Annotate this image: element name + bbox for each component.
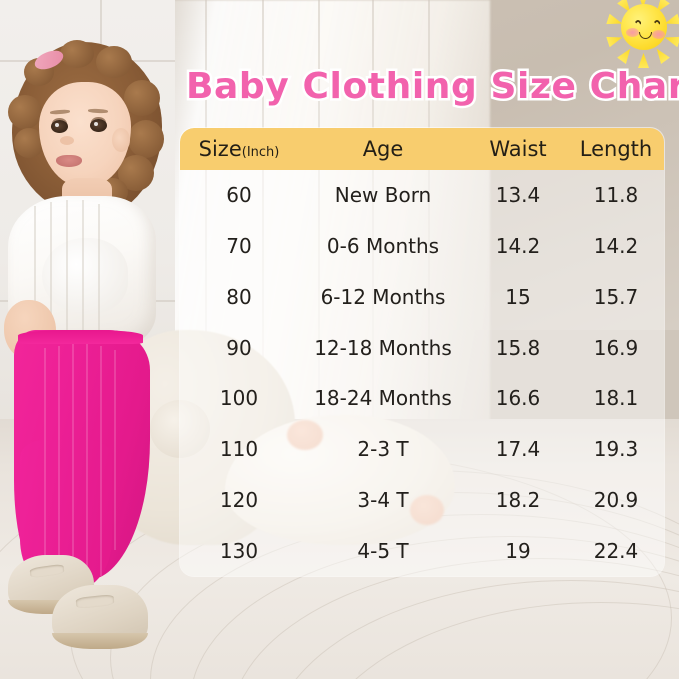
leggings-rib [100,346,102,576]
cell-size: 130 [219,538,259,563]
column-header-size-label: Size [198,137,242,161]
cell-size: 110 [219,437,259,462]
cell-waist: 15.8 [495,335,541,360]
table-row: 70 0-6 Months 14.2 14.2 [180,221,664,272]
cell-waist: 14.2 [495,234,541,259]
leggings-rib [44,348,46,578]
cell-age: 6-12 Months [320,284,446,309]
table-row: 110 2-3 T 17.4 19.3 [180,424,664,475]
hair-curl [128,120,164,158]
column-header-age: Age [362,137,404,161]
cell-age: 18-24 Months [314,386,452,411]
cell-size: 100 [219,386,259,411]
table-row: 90 12-18 Months 15.8 16.9 [180,322,664,373]
cell-length: 19.3 [593,437,639,462]
eye [51,120,68,133]
sun-icon [607,0,679,68]
cell-age: 2-3 T [357,437,409,462]
teddy-bear-paw [410,495,444,525]
table-header-row: Size(Inch) Age Waist Length [180,128,664,170]
cell-length: 14.2 [593,234,639,259]
cell-age: New Born [334,183,432,208]
column-header-size: Size(Inch) [180,137,298,161]
cell-waist: 19 [505,538,531,563]
blouse-pleat [66,200,68,342]
cell-size: 120 [219,487,259,512]
table-row: 80 6-12 Months 15 15.7 [180,272,664,323]
column-header-size-unit: (Inch) [241,145,280,160]
sun-eye [633,20,643,31]
hair-curl [8,95,42,129]
table-row: 130 4-5 T 19 22.4 [180,525,664,576]
curtain-fold [318,0,320,430]
cell-length: 18.1 [593,386,639,411]
column-header-length: Length [579,137,653,161]
cell-waist: 17.4 [495,437,541,462]
blouse-pleat [50,202,52,340]
mouth [56,155,82,167]
cell-waist: 13.4 [495,183,541,208]
shoe-sole [52,633,148,649]
hair-curl [96,46,132,78]
cell-age: 12-18 Months [314,335,452,360]
blouse-pleat [98,204,100,340]
sun-ray [617,45,635,64]
table-body: 60 New Born 13.4 11.8 70 0-6 Months 14.2… [180,170,664,576]
blouse-pleat [82,200,84,342]
page-title: Baby Clothing Size Chart [184,64,679,110]
cell-length: 11.8 [593,183,639,208]
curtain-fold [205,0,207,430]
sun-ray [637,0,649,8]
leggings-rib [72,344,74,582]
table-row: 120 3-4 T 18.2 20.9 [180,475,664,526]
sun-eye [652,20,662,31]
cell-waist: 15 [505,284,531,309]
cell-length: 22.4 [593,538,639,563]
cell-size: 90 [226,335,252,360]
cell-size: 60 [226,183,252,208]
sun-blush [652,30,665,39]
leggings-rib [86,344,88,582]
teddy-bear-ear [150,400,210,458]
sun-ray [652,45,670,64]
cell-size: 80 [226,284,252,309]
leggings-rib [58,346,60,580]
sun-ray [606,32,624,47]
teddy-bear-body [225,415,455,545]
hair-curl [124,80,160,116]
sun-blush [626,28,639,37]
nose [60,136,74,145]
teddy-bear-paw [287,420,323,450]
column-header-waist: Waist [489,137,547,161]
table-row: 60 New Born 13.4 11.8 [180,170,664,221]
cell-age: 0-6 Months [326,234,440,259]
cell-waist: 16.6 [495,386,541,411]
cell-age: 3-4 T [357,487,409,512]
cell-length: 15.7 [593,284,639,309]
curtain-fold [262,0,264,430]
ear [112,128,130,152]
size-chart-table: Size(Inch) Age Waist Length 60 New Born … [180,128,664,576]
leggings-rib [114,350,116,550]
cell-length: 16.9 [593,335,639,360]
cell-age: 4-5 T [357,538,409,563]
curtain-fold [372,0,374,430]
leggings-waistband [18,330,143,344]
blouse-sleeve [42,238,128,314]
cell-size: 70 [226,234,252,259]
eye [90,119,107,132]
cell-waist: 18.2 [495,487,541,512]
cell-length: 20.9 [593,487,639,512]
curtain-fold [428,0,430,430]
blouse-pleat [34,206,36,336]
hair-curl [60,40,94,68]
table-row: 100 18-24 Months 16.6 18.1 [180,373,664,424]
